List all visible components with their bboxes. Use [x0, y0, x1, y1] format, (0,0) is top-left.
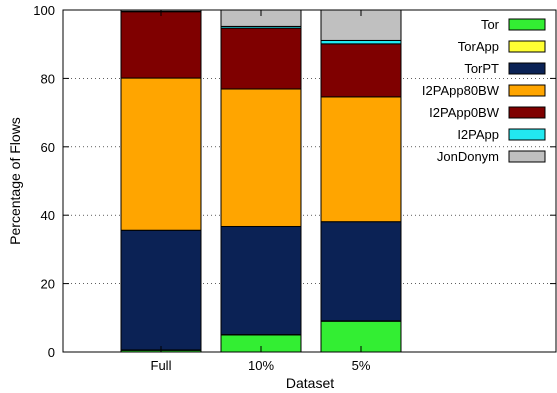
bars [120, 9, 402, 353]
y-tick-label: 60 [41, 140, 55, 155]
y-tick-label: 80 [41, 71, 55, 86]
x-tick-label: Full [151, 358, 172, 373]
bar-segment [120, 77, 202, 231]
x-tick-label: 10% [248, 358, 274, 373]
bar-segment [220, 27, 302, 90]
x-axis-title: Dataset [286, 375, 334, 391]
legend-label: I2PApp0BW [429, 105, 500, 120]
legend-label: TorPT [464, 61, 499, 76]
x-tick-label: 5% [352, 358, 371, 373]
y-tick-label: 0 [48, 345, 55, 360]
y-tick-label: 100 [33, 3, 55, 18]
legend-label: I2PApp [457, 127, 499, 142]
bar-segment [120, 229, 202, 351]
legend-label: JonDonym [437, 149, 499, 164]
y-tick-label: 20 [41, 277, 55, 292]
legend-swatch [508, 106, 546, 119]
legend-label: TorApp [458, 39, 499, 54]
legend-swatch [508, 150, 546, 163]
bar-segment [120, 11, 202, 79]
legend-swatch [508, 40, 546, 53]
x-axis-ticks: Full 10% 5% [151, 10, 371, 373]
legend-swatch [508, 18, 546, 31]
legend-swatch [508, 84, 546, 97]
bar-segment [320, 96, 402, 223]
legend-swatch [508, 128, 546, 141]
legend-label: I2PApp80BW [422, 83, 500, 98]
bar-segment [220, 88, 302, 227]
legend-swatch [508, 62, 546, 75]
y-tick-label: 40 [41, 208, 55, 223]
bar-segment [320, 221, 402, 322]
y-axis-title: Percentage of Flows [7, 117, 23, 245]
plot-frame [62, 9, 557, 353]
bar-segment [320, 43, 402, 98]
legend: Tor TorApp TorPT I2PApp80BW I2PApp0BW I2PApp J… [422, 17, 546, 164]
bar-segment [220, 225, 302, 336]
y-axis-ticks: 0 20 40 60 80 100 [33, 3, 556, 360]
legend-label: Tor [481, 17, 500, 32]
bar-segment [320, 39, 402, 45]
